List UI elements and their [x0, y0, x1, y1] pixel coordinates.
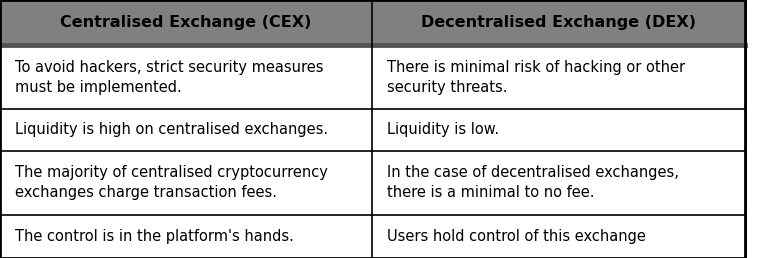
Bar — [372, 0, 745, 45]
Text: There is minimal risk of hacking or other
security threats.: There is minimal risk of hacking or othe… — [387, 60, 686, 94]
Bar — [0, 151, 372, 215]
Text: Centralised Exchange (CEX): Centralised Exchange (CEX) — [61, 15, 312, 30]
Text: To avoid hackers, strict security measures
must be implemented.: To avoid hackers, strict security measur… — [15, 60, 324, 94]
Text: Decentralised Exchange (DEX): Decentralised Exchange (DEX) — [421, 15, 696, 30]
Text: The majority of centralised cryptocurrency
exchanges charge transaction fees.: The majority of centralised cryptocurren… — [15, 165, 328, 200]
Bar — [372, 109, 745, 151]
Bar — [372, 45, 745, 109]
Bar — [372, 215, 745, 258]
Bar — [0, 45, 372, 109]
Text: Users hold control of this exchange: Users hold control of this exchange — [387, 229, 646, 244]
Text: In the case of decentralised exchanges,
there is a minimal to no fee.: In the case of decentralised exchanges, … — [387, 165, 679, 200]
Text: Liquidity is high on centralised exchanges.: Liquidity is high on centralised exchang… — [15, 123, 328, 138]
Bar — [372, 151, 745, 215]
Text: Liquidity is low.: Liquidity is low. — [387, 123, 499, 138]
Bar — [0, 109, 372, 151]
Bar — [0, 215, 372, 258]
Text: The control is in the platform's hands.: The control is in the platform's hands. — [15, 229, 294, 244]
Bar — [0, 0, 372, 45]
